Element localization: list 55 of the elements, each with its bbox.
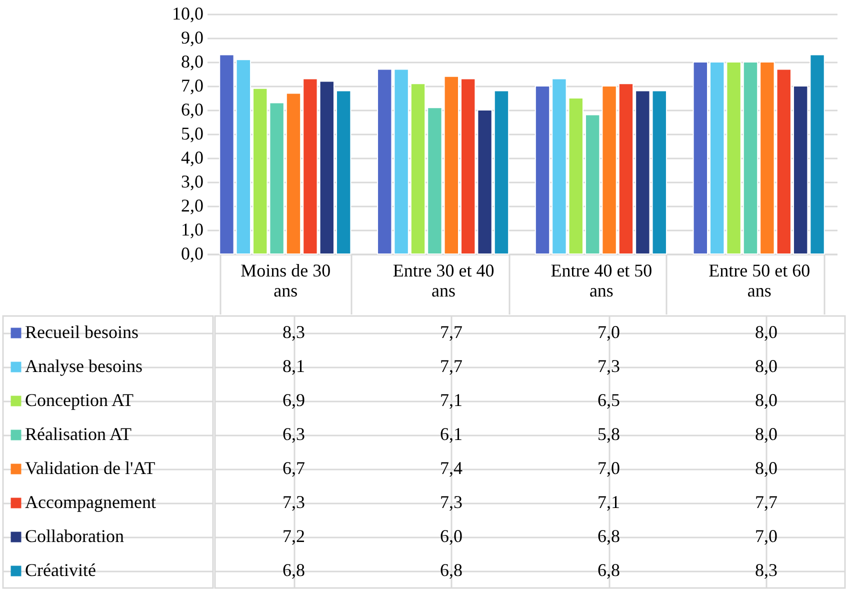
- data-label: 6,8: [440, 560, 462, 580]
- data-label: 7,7: [440, 356, 462, 376]
- data-label: 8,0: [755, 322, 778, 342]
- data-label: 7,3: [598, 356, 620, 376]
- data-label: 7,3: [440, 492, 462, 512]
- y-tick-label: 7,0: [181, 76, 204, 96]
- data-label: 6,8: [598, 526, 620, 546]
- data-label: 6,8: [282, 560, 305, 580]
- data-label: 5,8: [598, 424, 620, 444]
- y-tick-label: 0,0: [181, 244, 204, 264]
- data-label: 7,7: [440, 322, 462, 342]
- data-label: 7,0: [598, 322, 620, 342]
- y-tick-label: 3,0: [181, 172, 204, 192]
- y-tick-label: 6,0: [181, 100, 204, 120]
- data-label: 7,1: [598, 492, 620, 512]
- legend-label: Accompagnement: [25, 492, 156, 512]
- data-label: 7,3: [282, 492, 305, 512]
- data-label: 7,0: [598, 458, 620, 478]
- legend-label: Collaboration: [25, 526, 124, 546]
- y-tick-label: 10,0: [172, 4, 204, 24]
- legend-label: Analyse besoins: [25, 356, 142, 376]
- legend-label: Validation de l'AT: [25, 458, 156, 478]
- data-label: 6,9: [282, 390, 305, 410]
- legend-label: Réalisation AT: [25, 424, 132, 444]
- legend-label: Conception AT: [25, 390, 134, 410]
- x-tick-label: Entre 50 et 60 ans: [708, 260, 810, 300]
- y-tick-label: 5,0: [181, 124, 204, 144]
- y-tick-label: 8,0: [181, 52, 204, 72]
- data-label: 8,1: [282, 356, 305, 376]
- data-label: 8,3: [755, 560, 778, 580]
- data-label: 6,8: [598, 560, 620, 580]
- data-label: 8,0: [755, 356, 778, 376]
- y-tick-label: 4,0: [181, 148, 204, 168]
- x-tick-label: Entre 40 et 50 ans: [550, 260, 652, 300]
- x-tick-label: Moins de 30 ans: [240, 260, 331, 300]
- legend-label: Recueil besoins: [25, 322, 138, 342]
- y-tick-label: 1,0: [181, 220, 204, 240]
- data-label: 6,3: [282, 424, 305, 444]
- data-label: 7,0: [755, 526, 778, 546]
- data-label: 6,1: [440, 424, 462, 444]
- data-label: 7,7: [755, 492, 778, 512]
- data-label: 6,5: [598, 390, 620, 410]
- data-label: 7,4: [440, 458, 462, 478]
- legend-label: Créativité: [25, 560, 96, 580]
- data-label: 8,0: [755, 390, 778, 410]
- data-label: 7,2: [282, 526, 305, 546]
- data-label: 6,0: [440, 526, 462, 546]
- data-label: 8,0: [755, 424, 778, 444]
- x-tick-label: Entre 30 et 40 ans: [392, 260, 494, 300]
- data-label: 6,7: [282, 458, 305, 478]
- data-label: 8,0: [755, 458, 778, 478]
- y-tick-label: 2,0: [181, 196, 204, 216]
- data-label: 7,1: [440, 390, 462, 410]
- y-tick-label: 9,0: [181, 28, 204, 48]
- data-label: 8,3: [282, 322, 305, 342]
